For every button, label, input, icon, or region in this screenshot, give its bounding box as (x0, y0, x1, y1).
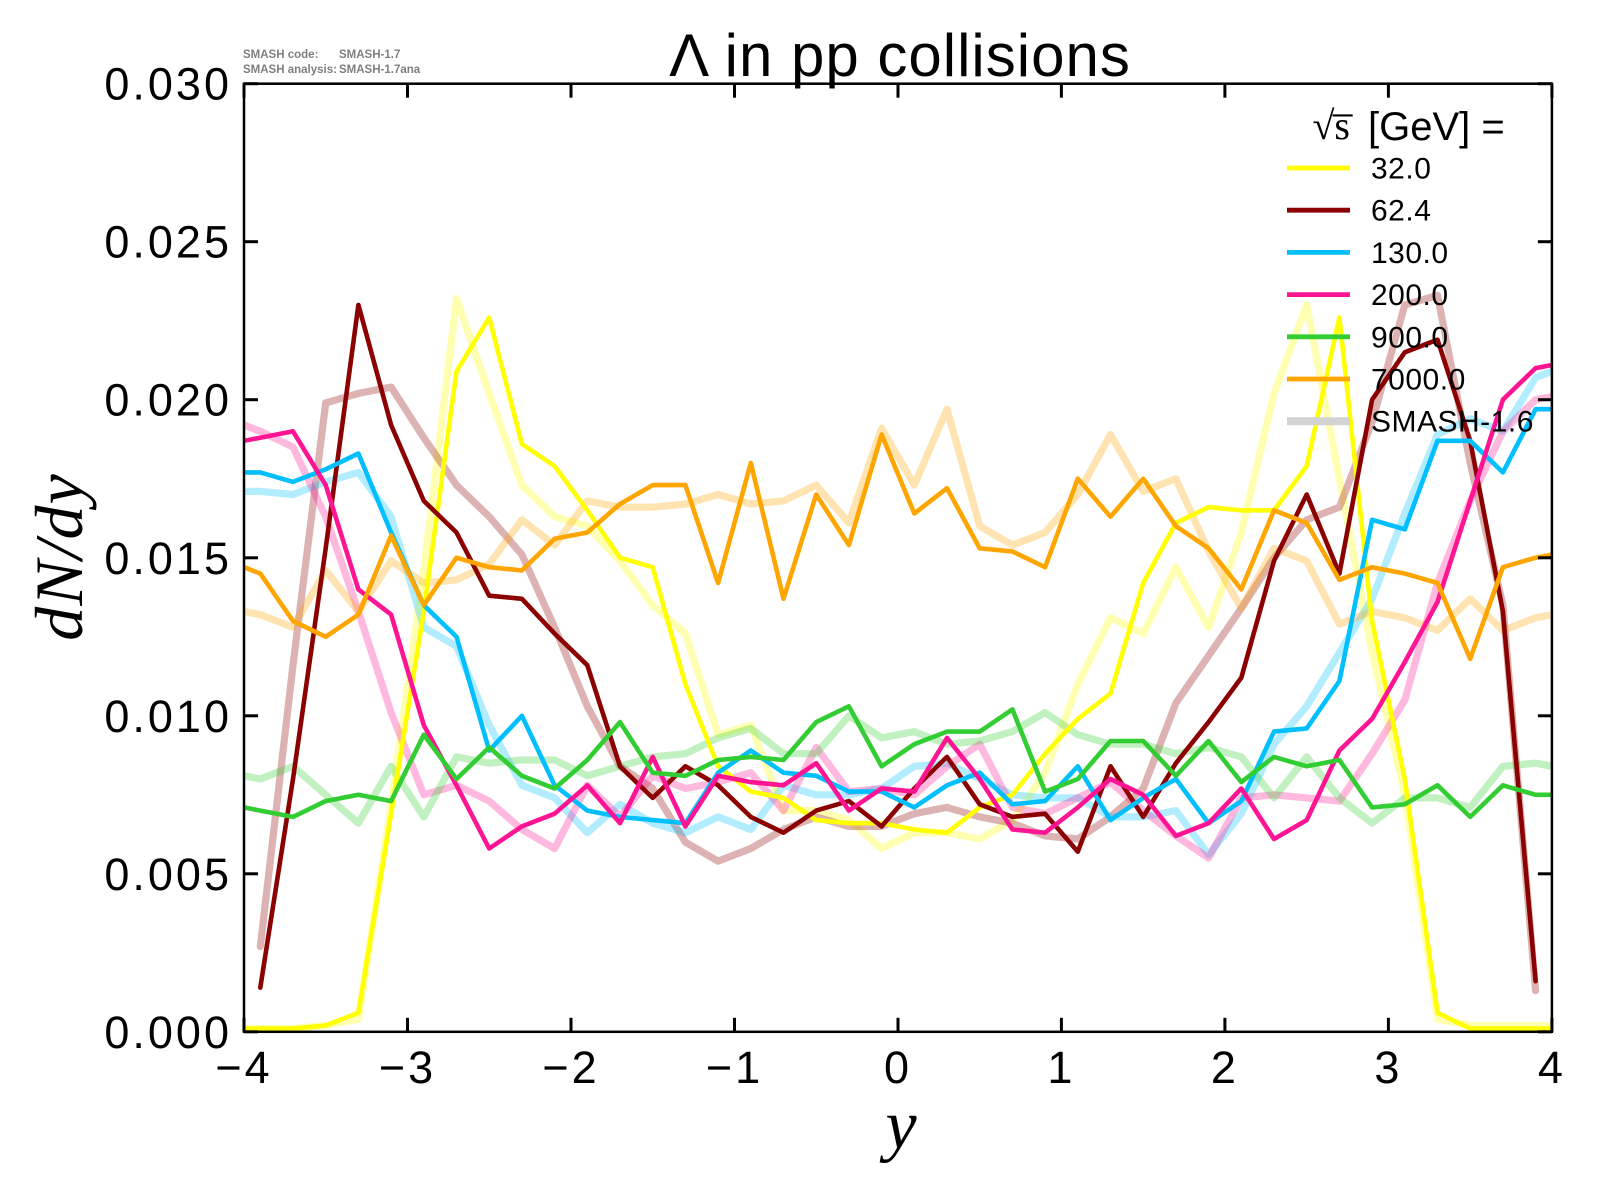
svg-text:7000.0: 7000.0 (1371, 364, 1466, 397)
svg-text:4: 4 (1538, 1042, 1566, 1093)
svg-text:[GeV] =: [GeV] = (1368, 105, 1505, 149)
svg-text:0.010: 0.010 (104, 691, 232, 742)
svg-text:SMASH-1.6: SMASH-1.6 (1371, 406, 1534, 439)
svg-text:SMASH code:: SMASH code: (243, 49, 318, 61)
svg-text:200.0: 200.0 (1371, 279, 1449, 312)
svg-text:62.4: 62.4 (1371, 195, 1431, 228)
svg-text:0: 0 (884, 1042, 912, 1093)
svg-text:−4: −4 (215, 1042, 272, 1093)
svg-text:SMASH-1.7: SMASH-1.7 (339, 49, 400, 61)
svg-text:0.000: 0.000 (104, 1007, 232, 1058)
svg-text:32.0: 32.0 (1371, 153, 1431, 186)
svg-text:0.005: 0.005 (104, 849, 232, 900)
svg-text:y: y (879, 1087, 917, 1164)
svg-text:0.025: 0.025 (104, 217, 232, 268)
svg-text:3: 3 (1374, 1042, 1402, 1093)
svg-text:SMASH-1.7ana: SMASH-1.7ana (339, 64, 421, 76)
svg-text:√s̅: √s̅ (1312, 103, 1353, 148)
svg-text:1: 1 (1047, 1042, 1075, 1093)
svg-text:900.0: 900.0 (1371, 321, 1449, 354)
svg-text:0.015: 0.015 (104, 533, 232, 584)
svg-text:130.0: 130.0 (1371, 237, 1449, 270)
svg-text:−3: −3 (379, 1042, 436, 1093)
svg-text:Λ in pp collisions: Λ in pp collisions (669, 22, 1131, 89)
svg-text:0.020: 0.020 (104, 375, 232, 426)
svg-text:−1: −1 (706, 1042, 763, 1093)
svg-text:2: 2 (1211, 1042, 1239, 1093)
svg-text:0.030: 0.030 (104, 59, 232, 110)
svg-text:−2: −2 (542, 1042, 599, 1093)
svg-text:SMASH analysis:: SMASH analysis: (243, 64, 337, 76)
svg-text:dN/dy: dN/dy (21, 473, 97, 640)
